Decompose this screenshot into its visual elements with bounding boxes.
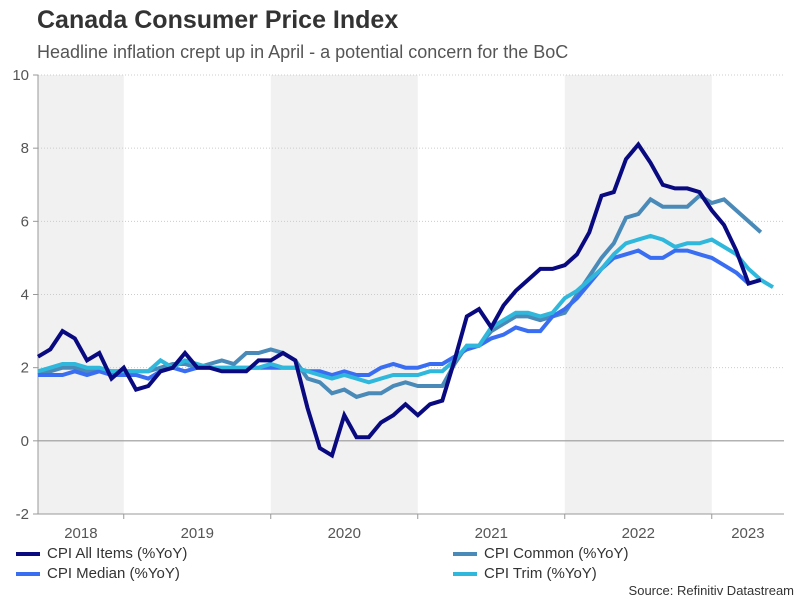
x-tick-label: 2022 — [622, 525, 655, 542]
x-axis-ticks: 2018 2019 2020 2021 2022 2023 — [64, 514, 765, 542]
legend-swatch — [16, 551, 40, 556]
legend-swatch — [453, 551, 477, 556]
legend-label: CPI Trim (%YoY) — [484, 565, 597, 582]
y-tick-label: 8 — [21, 140, 29, 157]
legend-label: CPI All Items (%YoY) — [47, 545, 188, 562]
chart-subtitle: Headline inflation crept up in April - a… — [37, 42, 569, 62]
y-tick-label: 4 — [21, 287, 29, 304]
source-note: Source: Refinitiv Datastream — [628, 583, 794, 598]
legend-item-cpi-all-items: CPI All Items (%YoY) — [16, 545, 187, 562]
series-line-cpi-trim-yoy — [37, 233, 775, 385]
x-tick-label: 2019 — [181, 525, 214, 542]
legend-swatch — [453, 571, 477, 576]
y-axis-ticks: -2 0 2 4 6 8 10 — [12, 67, 38, 523]
legend-label: CPI Common (%YoY) — [484, 545, 629, 562]
legend-swatch — [16, 571, 40, 576]
series-line-cpi-common-yoy — [37, 193, 763, 400]
x-tick-label: 2020 — [328, 525, 361, 542]
legend-label: CPI Median (%YoY) — [47, 565, 180, 582]
chart-title: Canada Consumer Price Index — [37, 6, 399, 34]
legend-item-cpi-median: CPI Median (%YoY) — [16, 565, 180, 582]
y-tick-label: 2 — [21, 360, 29, 377]
y-tick-label: 10 — [12, 67, 29, 84]
x-tick-label: 2021 — [475, 525, 508, 542]
legend-item-cpi-trim: CPI Trim (%YoY) — [453, 565, 597, 582]
x-tick-label: 2018 — [64, 525, 97, 542]
y-tick-label: 0 — [21, 433, 29, 450]
series-line-cpi-all-items-yoy — [36, 141, 762, 459]
legend-item-cpi-common: CPI Common (%YoY) — [453, 545, 629, 562]
x-tick-label: 2023 — [731, 525, 764, 542]
series-lines — [36, 141, 775, 459]
y-tick-label: 6 — [21, 213, 29, 230]
y-tick-label: -2 — [16, 506, 29, 523]
